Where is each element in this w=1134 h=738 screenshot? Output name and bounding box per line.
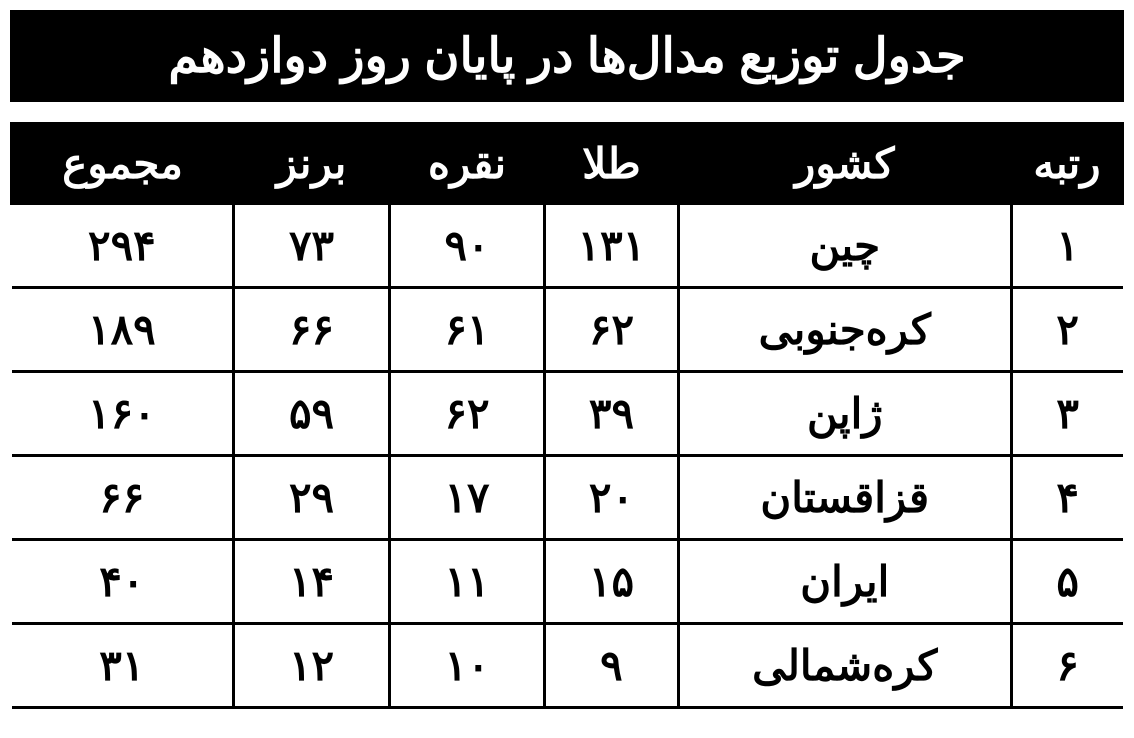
header-bronze: برنز (234, 124, 390, 204)
cell-bronze: ۱۲ (234, 624, 390, 708)
table-row: ۶ کره‌شمالی ۹ ۱۰ ۱۲ ۳۱ (12, 624, 1123, 708)
table-row: ۳ ژاپن ۳۹ ۶۲ ۵۹ ۱۶۰ (12, 372, 1123, 456)
cell-total: ۴۰ (12, 540, 234, 624)
cell-bronze: ۵۹ (234, 372, 390, 456)
cell-gold: ۶۲ (545, 288, 678, 372)
cell-total: ۱۶۰ (12, 372, 234, 456)
cell-bronze: ۷۳ (234, 204, 390, 288)
table-row: ۲ کره‌جنوبی ۶۲ ۶۱ ۶۶ ۱۸۹ (12, 288, 1123, 372)
cell-gold: ۱۵ (545, 540, 678, 624)
table-row: ۱ چین ۱۳۱ ۹۰ ۷۳ ۲۹۴ (12, 204, 1123, 288)
cell-gold: ۱۳۱ (545, 204, 678, 288)
cell-bronze: ۶۶ (234, 288, 390, 372)
cell-country: کره‌شمالی (678, 624, 1011, 708)
header-rank: رتبه (1011, 124, 1122, 204)
cell-country: چین (678, 204, 1011, 288)
header-country: کشور (678, 124, 1011, 204)
header-silver: نقره (389, 124, 545, 204)
cell-rank: ۳ (1011, 372, 1122, 456)
header-row: رتبه کشور طلا نقره برنز مجموع (12, 124, 1123, 204)
table-row: ۵ ایران ۱۵ ۱۱ ۱۴ ۴۰ (12, 540, 1123, 624)
cell-bronze: ۲۹ (234, 456, 390, 540)
cell-total: ۳۱ (12, 624, 234, 708)
cell-rank: ۱ (1011, 204, 1122, 288)
table-header: رتبه کشور طلا نقره برنز مجموع (12, 124, 1123, 204)
header-gold: طلا (545, 124, 678, 204)
cell-total: ۶۶ (12, 456, 234, 540)
cell-total: ۱۸۹ (12, 288, 234, 372)
medal-table-container: جدول توزیع مدال‌ها در پایان روز دوازدهم … (10, 10, 1124, 709)
page-title: جدول توزیع مدال‌ها در پایان روز دوازدهم (10, 10, 1124, 102)
header-total: مجموع (12, 124, 234, 204)
cell-silver: ۱۱ (389, 540, 545, 624)
medal-table: رتبه کشور طلا نقره برنز مجموع ۱ چین ۱۳۱ … (10, 122, 1124, 709)
cell-total: ۲۹۴ (12, 204, 234, 288)
table-row: ۴ قزاقستان ۲۰ ۱۷ ۲۹ ۶۶ (12, 456, 1123, 540)
cell-silver: ۶۲ (389, 372, 545, 456)
cell-rank: ۴ (1011, 456, 1122, 540)
cell-gold: ۳۹ (545, 372, 678, 456)
cell-silver: ۱۷ (389, 456, 545, 540)
cell-country: قزاقستان (678, 456, 1011, 540)
cell-country: ایران (678, 540, 1011, 624)
cell-rank: ۵ (1011, 540, 1122, 624)
cell-gold: ۲۰ (545, 456, 678, 540)
cell-silver: ۱۰ (389, 624, 545, 708)
cell-bronze: ۱۴ (234, 540, 390, 624)
cell-country: ژاپن (678, 372, 1011, 456)
cell-country: کره‌جنوبی (678, 288, 1011, 372)
table-body: ۱ چین ۱۳۱ ۹۰ ۷۳ ۲۹۴ ۲ کره‌جنوبی ۶۲ ۶۱ ۶۶… (12, 204, 1123, 708)
cell-rank: ۶ (1011, 624, 1122, 708)
cell-rank: ۲ (1011, 288, 1122, 372)
cell-gold: ۹ (545, 624, 678, 708)
cell-silver: ۹۰ (389, 204, 545, 288)
cell-silver: ۶۱ (389, 288, 545, 372)
